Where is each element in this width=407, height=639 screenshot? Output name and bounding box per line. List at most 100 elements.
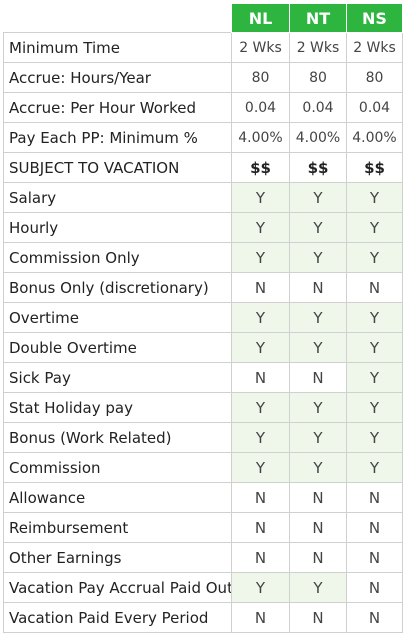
row-label: Double Overtime — [3, 332, 232, 363]
value-cell-nt: 2 Wks — [289, 32, 347, 63]
summary-row-accrue-per-hour-worked: Accrue: Per Hour Worked 0.04 0.04 0.04 — [3, 92, 403, 123]
flag-cell-ns: Y — [346, 332, 403, 363]
row-label: Bonus (Work Related) — [3, 422, 232, 453]
flag-cell-ns: N — [346, 272, 403, 303]
flag-cell-nl: N — [231, 602, 290, 633]
flag-cell-nt: N — [289, 482, 347, 513]
subject-row-overtime: Overtime Y Y Y — [3, 302, 403, 333]
flag-cell-nt: Y — [289, 452, 347, 483]
flag-cell-ns: Y — [346, 452, 403, 483]
flag-cell-ns: Y — [346, 422, 403, 453]
flag-cell-nt: Y — [289, 212, 347, 243]
column-header-nl: NL — [231, 3, 290, 33]
flag-cell-nl: N — [231, 362, 290, 393]
subject-row-other-earnings: Other Earnings N N N — [3, 542, 403, 573]
flag-cell-ns: Y — [346, 392, 403, 423]
flag-cell-nl: N — [231, 542, 290, 573]
flag-cell-nt: N — [289, 602, 347, 633]
value-cell-ns: 2 Wks — [346, 32, 403, 63]
subject-row-allowance: Allowance N N N — [3, 482, 403, 513]
flag-cell-ns: N — [346, 482, 403, 513]
row-label: Commission Only — [3, 242, 232, 273]
flag-cell-nl: Y — [231, 452, 290, 483]
flag-cell-nl: N — [231, 482, 290, 513]
value-cell-nt: 80 — [289, 62, 347, 93]
table-body: Minimum Time 2 Wks 2 Wks 2 Wks Accrue: Hours… — [3, 32, 403, 633]
value-cell-nt: $$ — [289, 152, 347, 183]
flag-cell-ns: Y — [346, 182, 403, 213]
column-header-nt: NT — [289, 3, 347, 33]
flag-cell-ns: Y — [346, 362, 403, 393]
subject-row-reimbursement: Reimbursement N N N — [3, 512, 403, 543]
subject-row-vacation-paid-every-period: Vacation Paid Every Period N N N — [3, 602, 403, 633]
row-label: Minimum Time — [3, 32, 232, 63]
value-cell-ns: $$ — [346, 152, 403, 183]
flag-cell-nt: Y — [289, 422, 347, 453]
vacation-rules-table: NL NT NS Minimum Time 2 Wks 2 Wks 2 Wks Accr… — [3, 3, 403, 633]
flag-cell-nt: N — [289, 512, 347, 543]
flag-cell-nl: Y — [231, 212, 290, 243]
row-label: Stat Holiday pay — [3, 392, 232, 423]
row-label: Commission — [3, 452, 232, 483]
subject-row-bonus-work-related: Bonus (Work Related) Y Y Y — [3, 422, 403, 453]
flag-cell-nl: Y — [231, 392, 290, 423]
value-cell-nl: 80 — [231, 62, 290, 93]
flag-cell-nl: Y — [231, 242, 290, 273]
flag-cell-nt: N — [289, 362, 347, 393]
row-label: Salary — [3, 182, 232, 213]
flag-cell-nt: Y — [289, 302, 347, 333]
summary-row-subject-to-vacation: SUBJECT TO VACATION $$ $$ $$ — [3, 152, 403, 183]
flag-cell-nt: Y — [289, 242, 347, 273]
flag-cell-nt: Y — [289, 182, 347, 213]
flag-cell-ns: N — [346, 542, 403, 573]
subject-row-stat-holiday-pay: Stat Holiday pay Y Y Y — [3, 392, 403, 423]
flag-cell-nt: Y — [289, 572, 347, 603]
value-cell-nl: 2 Wks — [231, 32, 290, 63]
value-cell-nt: 4.00% — [289, 122, 347, 153]
summary-row-minimum-time: Minimum Time 2 Wks 2 Wks 2 Wks — [3, 32, 403, 63]
row-label: SUBJECT TO VACATION — [3, 152, 232, 183]
summary-row-accrue-hours-year: Accrue: Hours/Year 80 80 80 — [3, 62, 403, 93]
row-label: Vacation Paid Every Period — [3, 602, 232, 633]
subject-row-commission-only: Commission Only Y Y Y — [3, 242, 403, 273]
row-label: Overtime — [3, 302, 232, 333]
row-label: Accrue: Per Hour Worked — [3, 92, 232, 123]
flag-cell-nl: Y — [231, 422, 290, 453]
value-cell-nt: 0.04 — [289, 92, 347, 123]
flag-cell-nt: Y — [289, 392, 347, 423]
flag-cell-ns: N — [346, 512, 403, 543]
flag-cell-nl: Y — [231, 302, 290, 333]
flag-cell-ns: Y — [346, 242, 403, 273]
flag-cell-nl: N — [231, 272, 290, 303]
flag-cell-nl: N — [231, 512, 290, 543]
flag-cell-ns: Y — [346, 302, 403, 333]
flag-cell-nt: Y — [289, 332, 347, 363]
column-header-ns: NS — [346, 3, 403, 33]
subject-row-bonus-only-discretionary: Bonus Only (discretionary) N N N — [3, 272, 403, 303]
row-label: Sick Pay — [3, 362, 232, 393]
flag-cell-ns: N — [346, 572, 403, 603]
subject-row-hourly: Hourly Y Y Y — [3, 212, 403, 243]
value-cell-nl: $$ — [231, 152, 290, 183]
flag-cell-nl: Y — [231, 332, 290, 363]
flag-cell-ns: N — [346, 602, 403, 633]
flag-cell-nl: Y — [231, 572, 290, 603]
header-blank-cell — [4, 4, 232, 33]
row-label: Pay Each PP: Minimum % — [3, 122, 232, 153]
row-label: Bonus Only (discretionary) — [3, 272, 232, 303]
header-row: NL NT NS — [4, 3, 403, 33]
row-label: Allowance — [3, 482, 232, 513]
flag-cell-nt: N — [289, 542, 347, 573]
value-cell-nl: 0.04 — [231, 92, 290, 123]
flag-cell-ns: Y — [346, 212, 403, 243]
summary-row-pay-each-pp-minimum: Pay Each PP: Minimum % 4.00% 4.00% 4.00% — [3, 122, 403, 153]
flag-cell-nt: N — [289, 272, 347, 303]
row-label: Reimbursement — [3, 512, 232, 543]
row-label: Vacation Pay Accrual Paid Out — [3, 572, 232, 603]
subject-row-commission: Commission Y Y Y — [3, 452, 403, 483]
flag-cell-nl: Y — [231, 182, 290, 213]
row-label: Accrue: Hours/Year — [3, 62, 232, 93]
subject-row-salary: Salary Y Y Y — [3, 182, 403, 213]
row-label: Hourly — [3, 212, 232, 243]
value-cell-nl: 4.00% — [231, 122, 290, 153]
